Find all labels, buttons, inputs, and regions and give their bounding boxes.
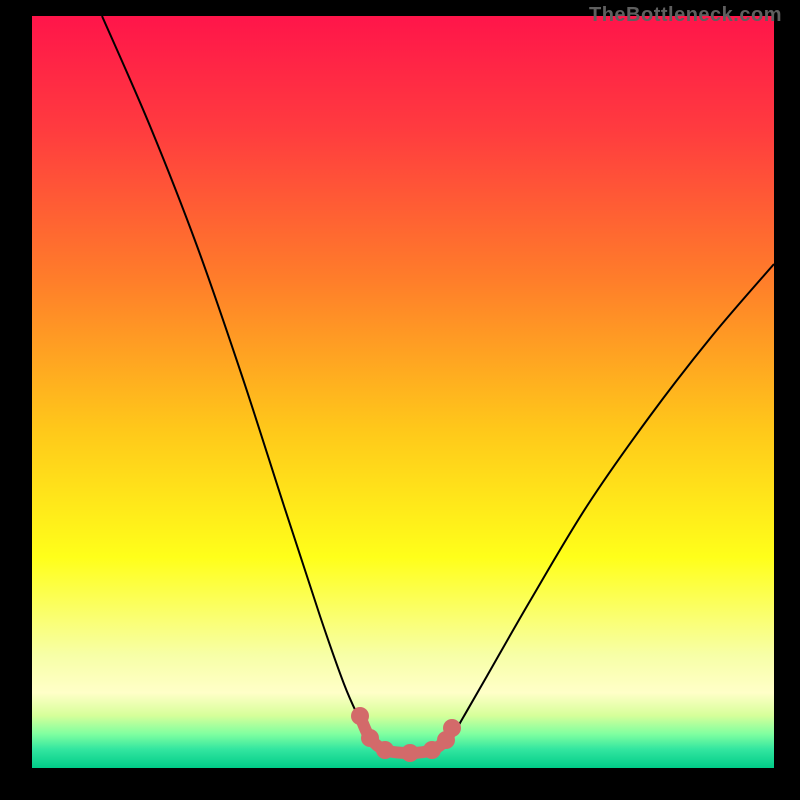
trough-marker xyxy=(401,744,419,762)
trough-marker xyxy=(351,707,369,725)
gradient-background xyxy=(32,16,774,768)
trough-marker xyxy=(361,729,379,747)
watermark-text: TheBottleneck.com xyxy=(589,4,782,27)
trough-marker xyxy=(443,719,461,737)
trough-marker xyxy=(376,741,394,759)
bottleneck-chart xyxy=(32,16,774,768)
